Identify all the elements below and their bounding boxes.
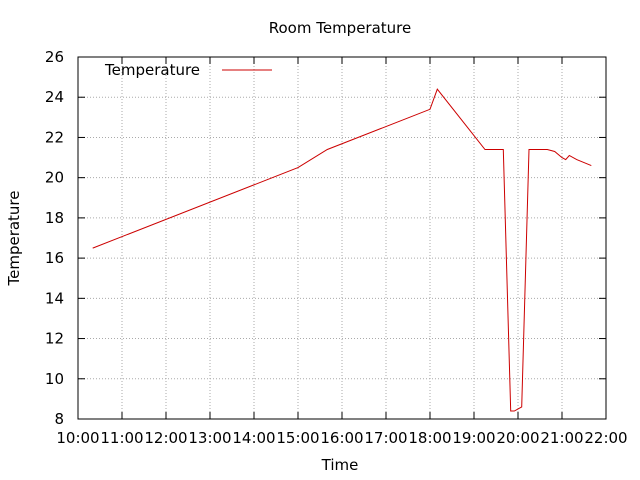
grid-lines (78, 57, 606, 419)
y-tick-label: 26 (45, 48, 64, 66)
x-tick-label: 22:00 (584, 429, 627, 447)
chart-title: Room Temperature (269, 19, 412, 37)
x-tick-label: 11:00 (100, 429, 143, 447)
x-tick-label: 21:00 (540, 429, 583, 447)
y-axis-label: Temperature (5, 190, 23, 286)
y-tick-label: 10 (45, 370, 64, 388)
x-tick-label: 12:00 (144, 429, 187, 447)
legend-label: Temperature (104, 61, 200, 79)
series-line-temperature (92, 88, 592, 412)
y-tick-label: 24 (45, 88, 64, 106)
x-axis-ticks: 10:00 11:00 12:00 13:00 14:00 15:00 16:00 17:00… (56, 57, 628, 447)
x-tick-label: 14:00 (232, 429, 275, 447)
legend: Temperature (104, 61, 272, 79)
x-axis-label: Time (321, 456, 359, 474)
x-tick-label: 20:00 (496, 429, 539, 447)
x-tick-label: 17:00 (364, 429, 407, 447)
y-tick-label: 18 (45, 209, 64, 227)
y-tick-label: 22 (45, 128, 64, 146)
y-tick-label: 14 (45, 289, 64, 307)
series-group (92, 88, 592, 412)
y-tick-label: 16 (45, 249, 64, 267)
x-tick-label: 10:00 (56, 429, 99, 447)
x-tick-label: 18:00 (408, 429, 451, 447)
y-tick-label: 12 (45, 330, 64, 348)
x-tick-label: 13:00 (188, 429, 231, 447)
y-tick-label: 8 (54, 410, 64, 428)
x-tick-label: 16:00 (320, 429, 363, 447)
plot-frame (77, 56, 607, 420)
x-tick-label: 19:00 (452, 429, 495, 447)
y-axis-ticks: 8 10 12 14 16 18 20 22 24 26 (45, 48, 606, 428)
y-tick-label: 20 (45, 169, 64, 187)
x-tick-label: 15:00 (276, 429, 319, 447)
